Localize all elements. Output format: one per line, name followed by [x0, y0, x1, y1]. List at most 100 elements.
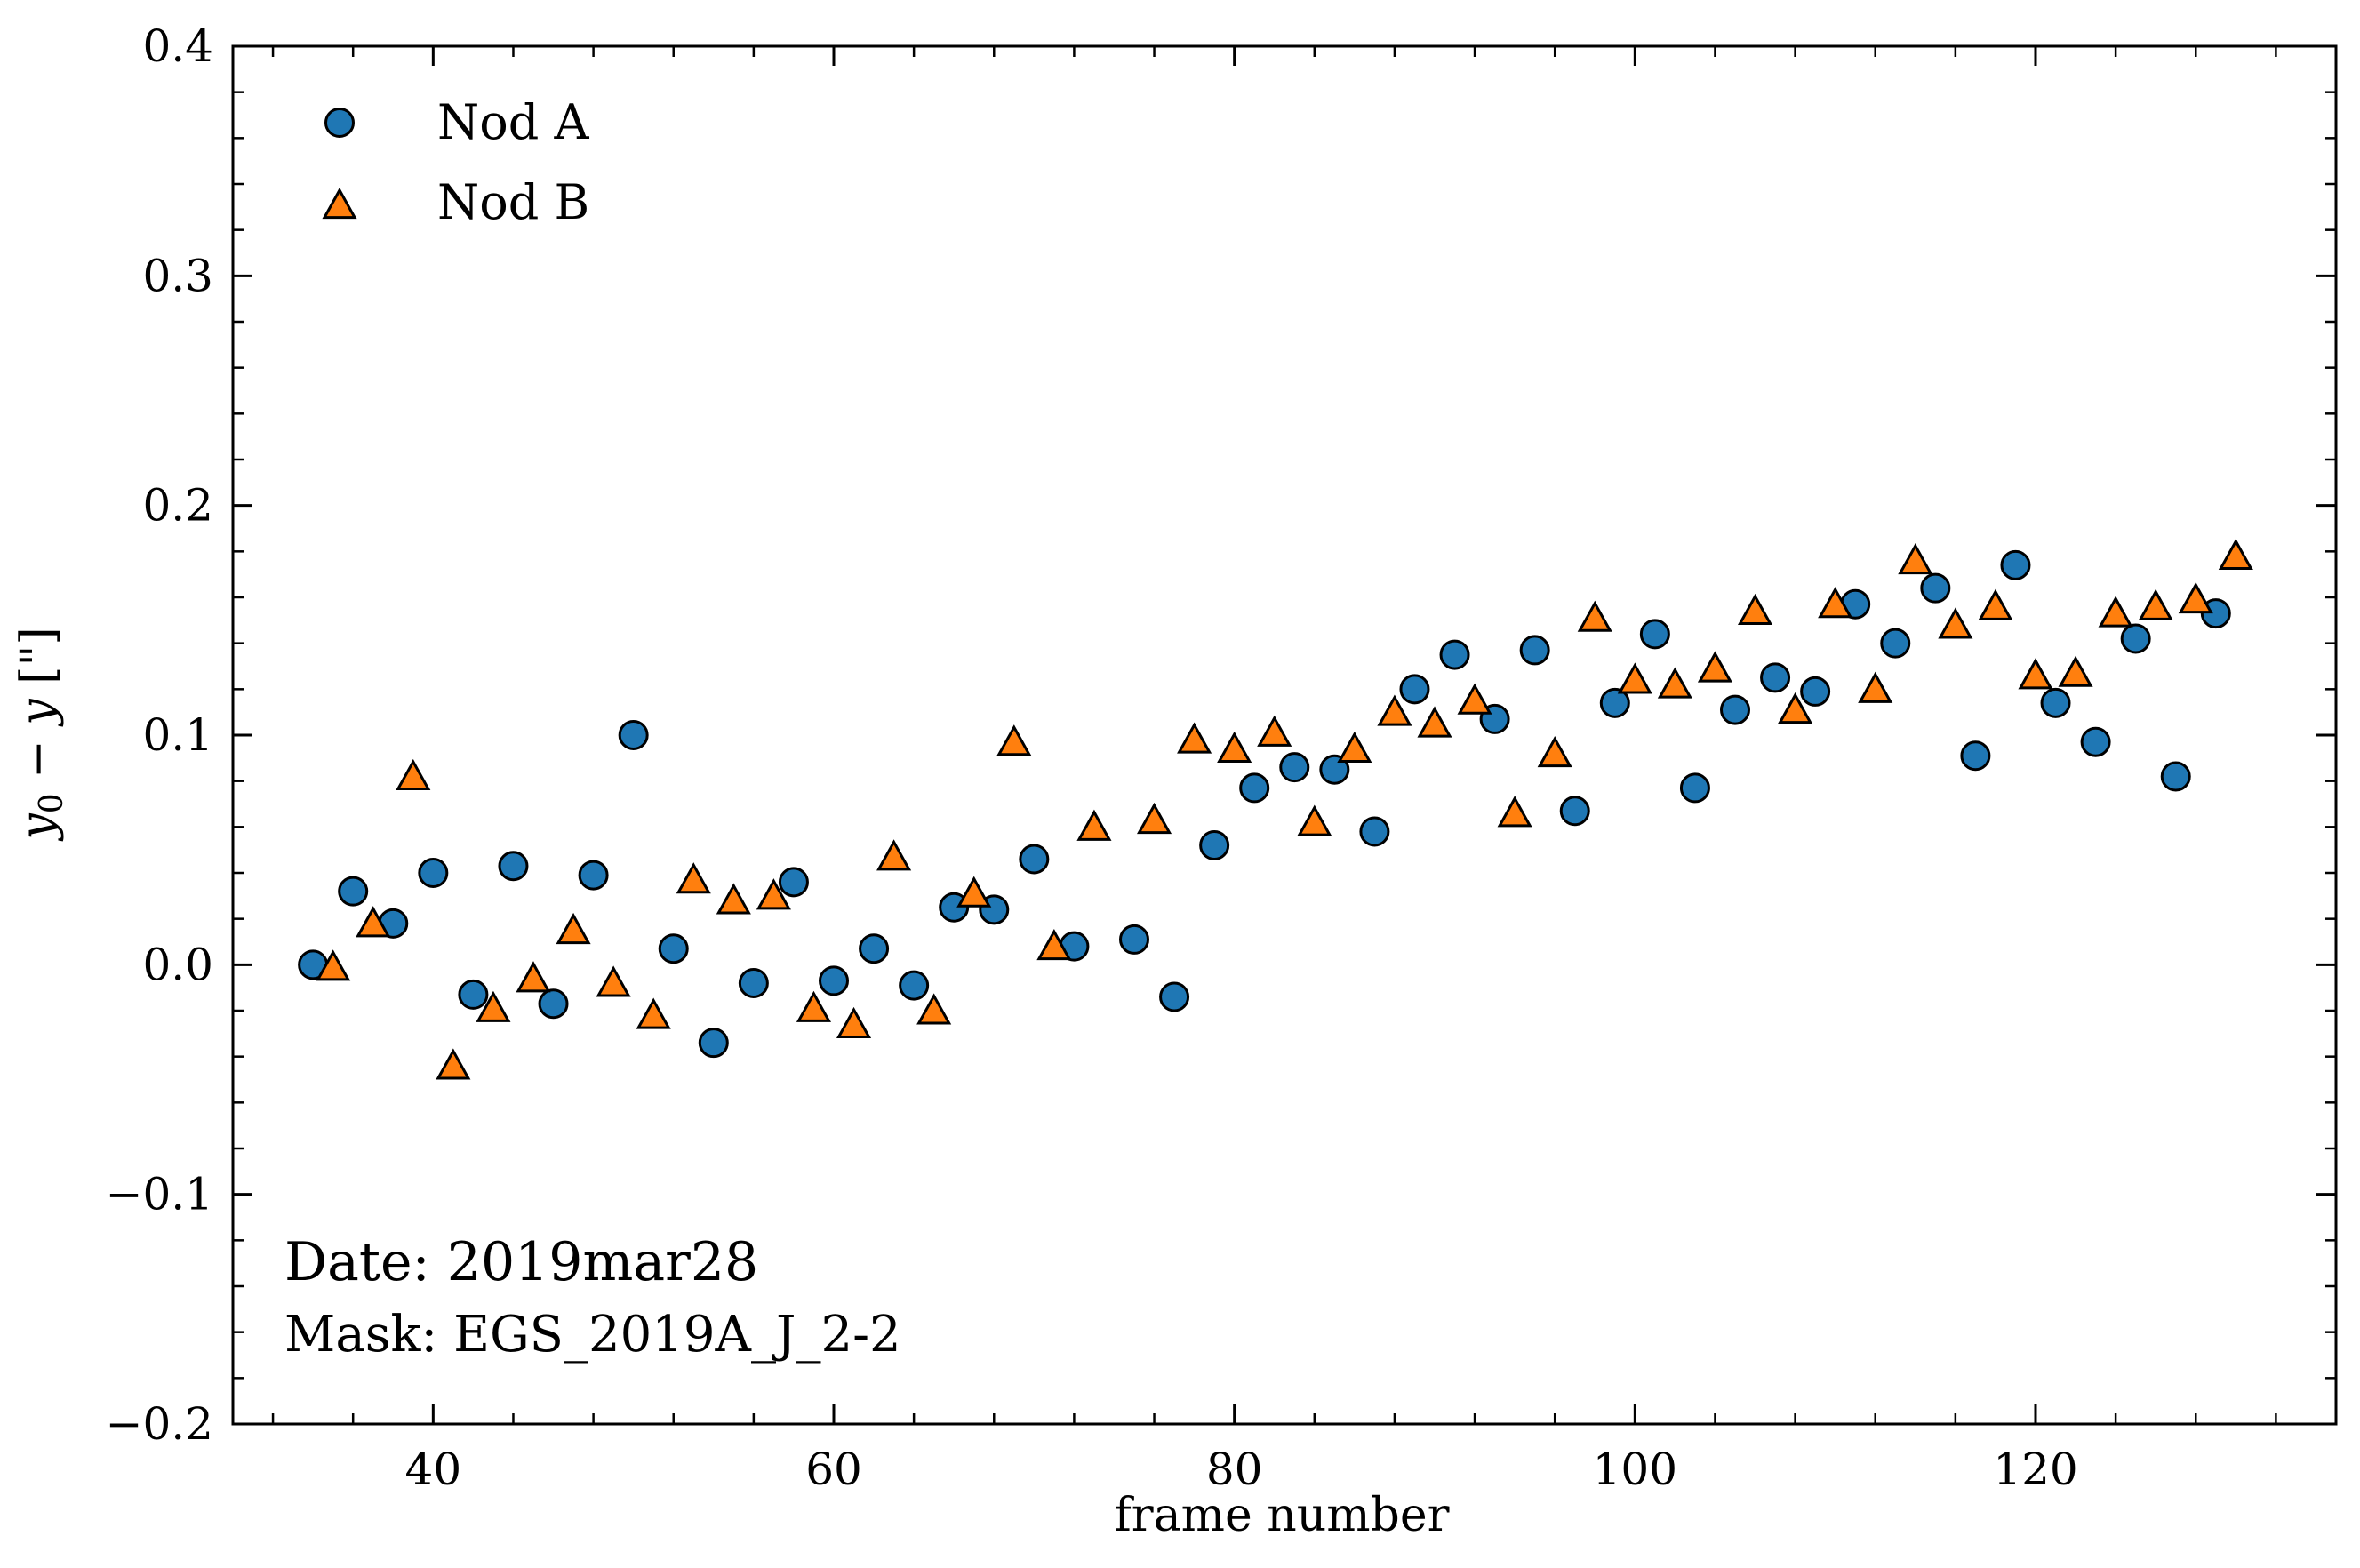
- data-point: [819, 965, 849, 996]
- data-point: [1199, 830, 1230, 860]
- data-point: [396, 758, 431, 791]
- data-point: [1257, 715, 1292, 747]
- x-tick-label: 100: [1593, 1444, 1677, 1495]
- data-point: [1938, 607, 1973, 639]
- annotation-mask: Mask: EGS_2019A_J_2-2: [284, 1306, 901, 1364]
- data-point: [1076, 809, 1112, 841]
- data-point: [1720, 694, 1750, 725]
- legend-marker: [324, 108, 355, 138]
- y-tick-label: 0.4: [142, 20, 213, 72]
- data-point: [2080, 726, 2111, 757]
- data-point: [436, 1048, 471, 1080]
- y-axis-title: y0 − y ["]: [12, 627, 70, 841]
- data-point: [698, 1028, 729, 1059]
- data-point: [1439, 639, 1470, 670]
- data-point: [1217, 731, 1252, 764]
- data-point: [498, 851, 529, 882]
- data-point: [1978, 588, 2013, 620]
- data-point: [1537, 735, 1572, 768]
- legend: Nod A Nod B: [322, 94, 589, 230]
- y-axis: −0.2 −0.1 0.0 0.1 0.2 0.3 0.4: [106, 20, 2336, 1450]
- data-point: [676, 862, 711, 894]
- data-point: [2040, 687, 2071, 718]
- data-point: [1778, 692, 1813, 724]
- data-point: [1279, 752, 1310, 783]
- data-point: [618, 720, 649, 750]
- data-point: [2018, 658, 2053, 690]
- y-tick-label: 0.2: [142, 480, 213, 532]
- data-point: [578, 860, 609, 891]
- data-point: [476, 990, 511, 1022]
- data-point: [1239, 772, 1270, 804]
- data-point: [738, 968, 769, 998]
- data-point: [458, 979, 489, 1010]
- data-point: [1119, 924, 1149, 955]
- legend-label: Nod A: [437, 94, 589, 150]
- data-point: [859, 933, 890, 964]
- y-tick-label: 0.3: [142, 250, 213, 301]
- data-point: [836, 1006, 872, 1039]
- data-point: [796, 990, 832, 1022]
- data-point: [2120, 623, 2151, 654]
- x-tick-label: 40: [405, 1444, 462, 1495]
- data-point: [1036, 928, 1072, 961]
- data-point: [1697, 651, 1733, 683]
- data-point: [2178, 581, 2213, 614]
- data-point: [1898, 542, 1933, 575]
- data-point: [538, 988, 569, 1020]
- data-point: [2098, 596, 2133, 628]
- data-point: [1960, 740, 1991, 772]
- legend-marker: [322, 187, 357, 220]
- legend-entry: Nod B: [322, 174, 589, 230]
- data-point: [1617, 662, 1652, 694]
- x-tick-label: 60: [805, 1444, 862, 1495]
- data-point: [316, 949, 351, 981]
- data-point: [876, 839, 912, 871]
- data-point: [1497, 796, 1532, 828]
- legend-label: Nod B: [437, 174, 589, 230]
- data-point: [418, 858, 449, 888]
- series-layer: [298, 538, 2253, 1080]
- annotation-date: Date: 2019mar28: [284, 1231, 758, 1293]
- data-point: [2218, 538, 2253, 571]
- data-point: [1337, 731, 1372, 764]
- data-point: [2160, 761, 2191, 792]
- data-point: [338, 876, 369, 907]
- x-tick-label: 120: [1993, 1444, 2077, 1495]
- data-point: [1920, 572, 1951, 604]
- data-point: [658, 933, 689, 964]
- data-point: [1737, 593, 1773, 626]
- data-point: [1559, 796, 1590, 827]
- data-point: [1136, 802, 1172, 835]
- series-nod-a: [298, 549, 2231, 1059]
- y-tick-label: 0.1: [142, 709, 213, 761]
- x-axis-title: frame number: [1115, 1489, 1450, 1542]
- data-point: [1297, 804, 1332, 836]
- data-point: [1377, 694, 1412, 726]
- data-point: [1800, 676, 1831, 707]
- data-point: [1417, 706, 1452, 738]
- data-point: [1457, 683, 1492, 715]
- data-point: [1858, 671, 1893, 703]
- data-point: [1880, 628, 1911, 659]
- y-tick-label: −0.1: [106, 1169, 213, 1220]
- data-point: [1519, 635, 1550, 666]
- x-tick-label: 80: [1206, 1444, 1263, 1495]
- data-point: [2138, 588, 2173, 620]
- data-point: [596, 965, 631, 997]
- data-point: [1818, 587, 1853, 619]
- data-point: [516, 961, 551, 993]
- y-tick-label: 0.0: [142, 939, 213, 990]
- data-point: [916, 993, 952, 1025]
- data-point: [756, 878, 791, 910]
- data-point: [1599, 687, 1630, 718]
- data-point: [1177, 722, 1212, 754]
- data-point: [356, 906, 391, 938]
- data-point: [899, 970, 930, 1001]
- data-point: [1639, 619, 1670, 650]
- data-point: [1577, 600, 1612, 632]
- data-point: [2000, 549, 2031, 580]
- data-point: [556, 912, 591, 945]
